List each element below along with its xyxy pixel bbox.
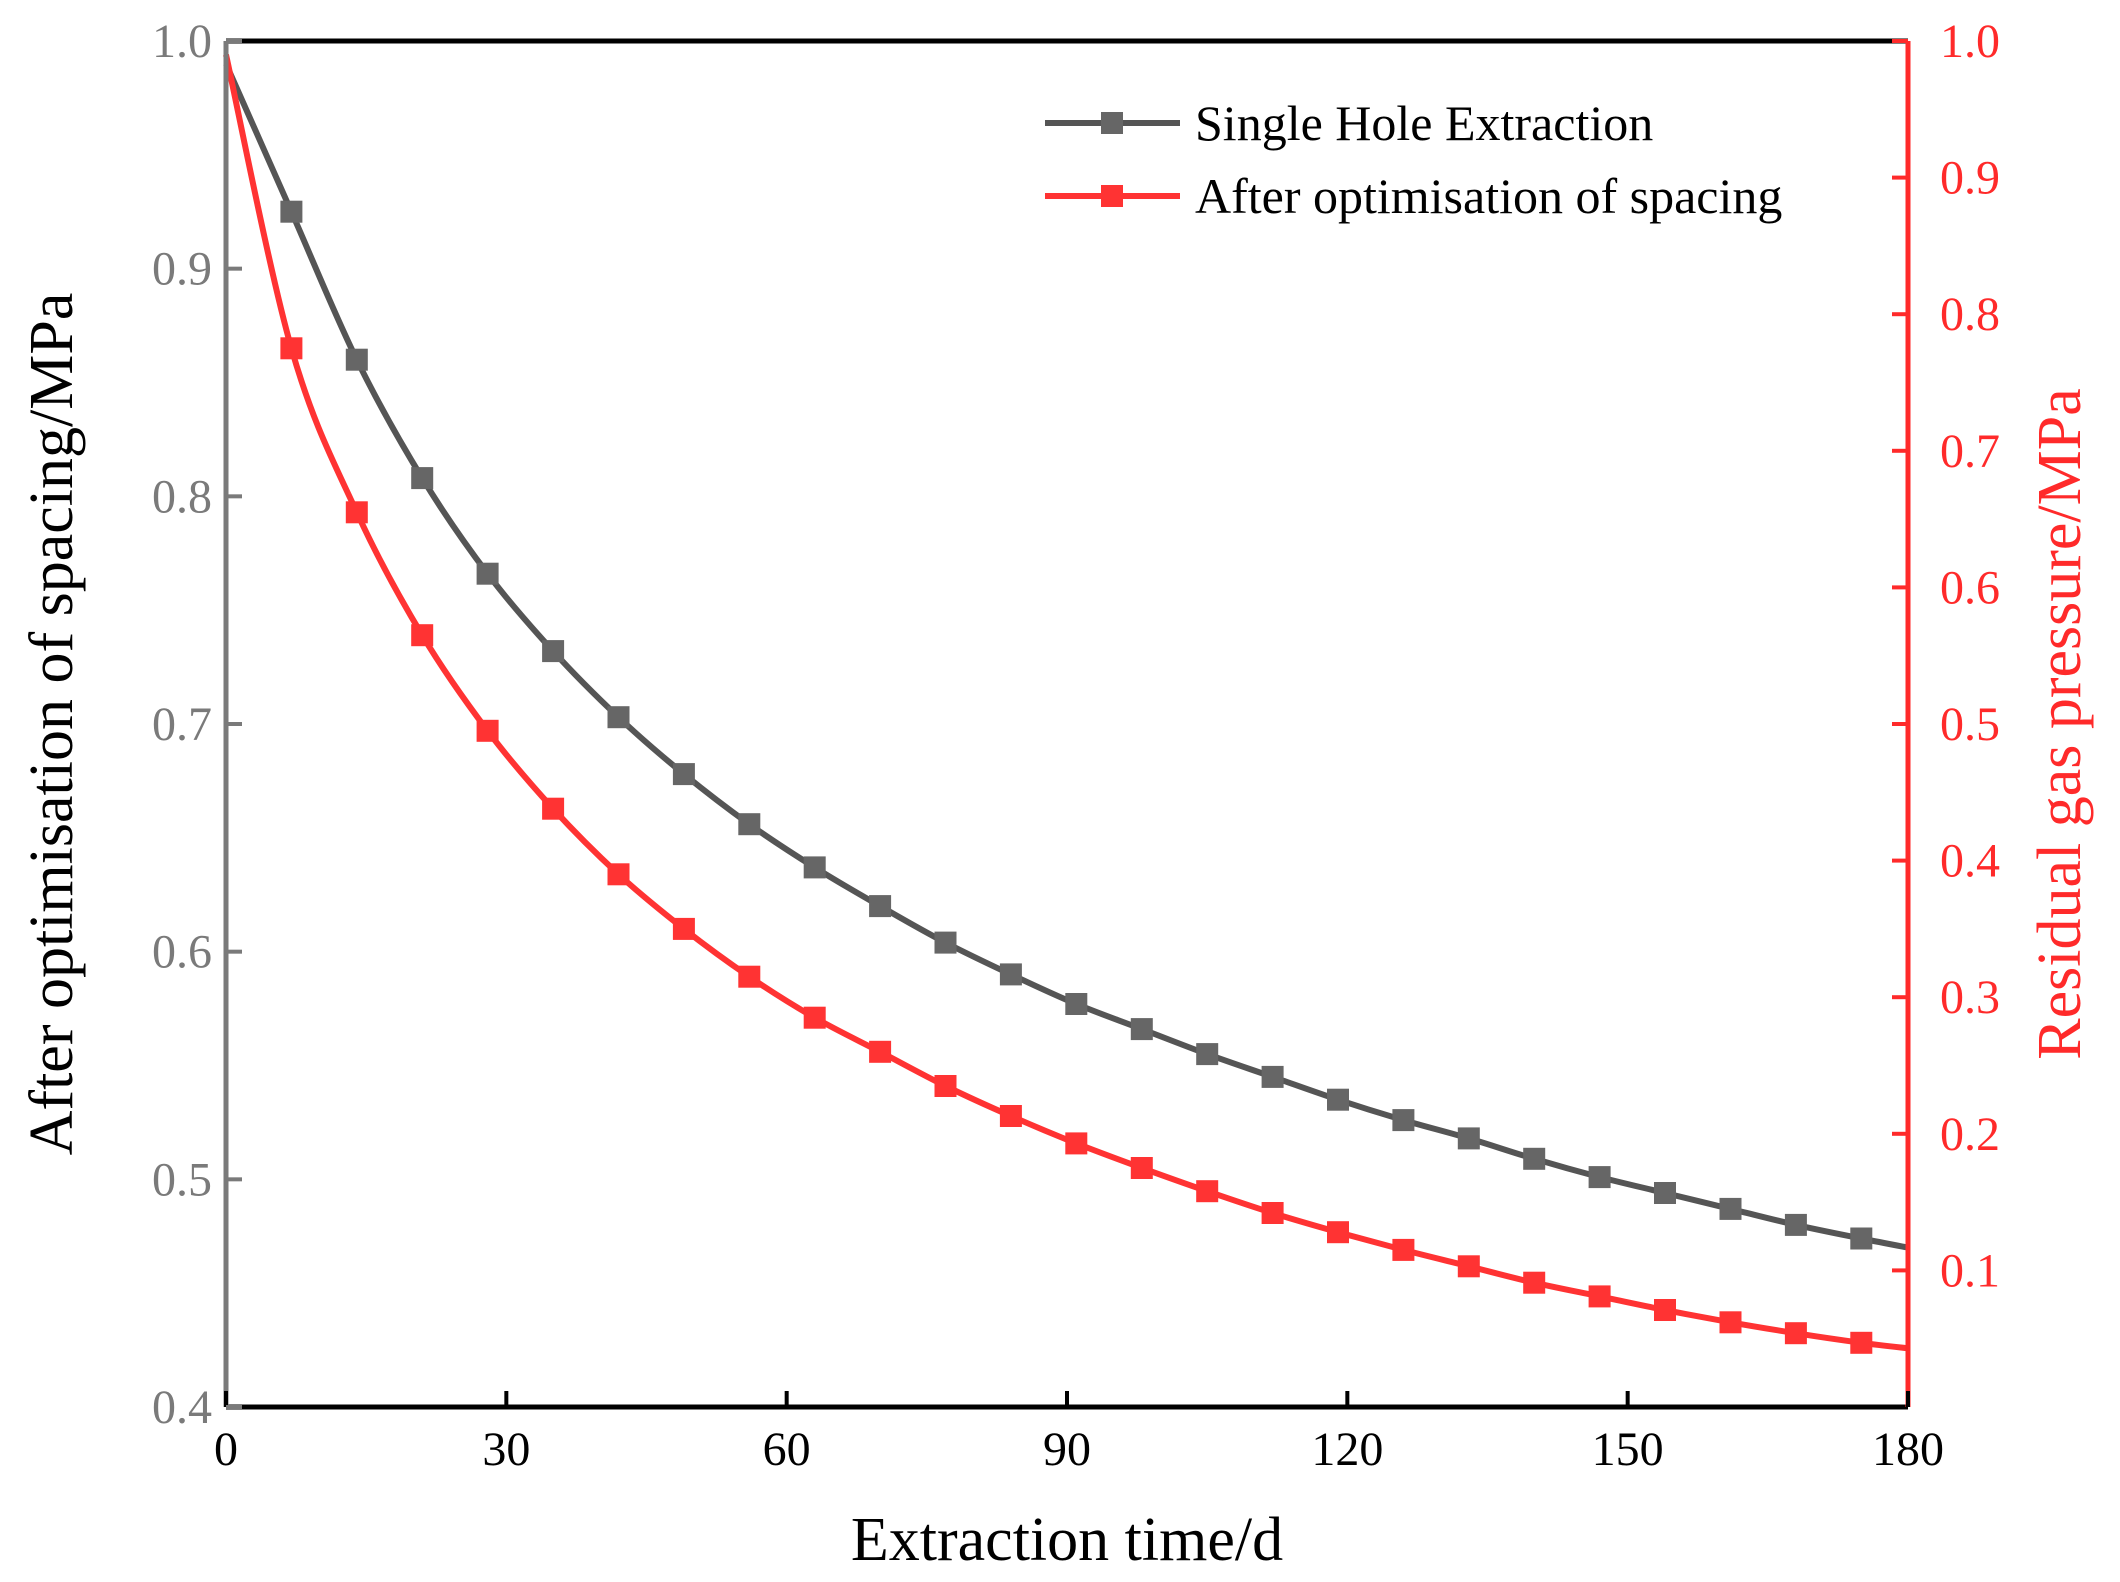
data-point-single-hole <box>1588 1166 1611 1189</box>
data-point-single-hole <box>1719 1197 1742 1220</box>
x-tick-label: 0 <box>214 1423 238 1476</box>
data-point-optimised-spacing <box>1588 1285 1611 1308</box>
data-point-single-hole <box>1130 1018 1153 1041</box>
left-y-tick-label: 0.8 <box>152 470 212 523</box>
legend-marker-optimised-spacing <box>1101 185 1123 207</box>
x-tick-label: 60 <box>763 1423 811 1476</box>
data-point-optimised-spacing <box>1850 1331 1873 1354</box>
data-point-single-hole <box>1327 1088 1349 1111</box>
data-point-single-hole <box>280 200 303 223</box>
legend: Single Hole Extraction After optimisatio… <box>1045 95 1782 224</box>
right-y-tick-label: 0.1 <box>1940 1244 2000 1297</box>
data-point-optimised-spacing <box>1784 1322 1807 1345</box>
data-point-optimised-spacing <box>345 501 368 524</box>
left-y-tick-label: 0.5 <box>152 1153 212 1206</box>
series-layer <box>223 54 1909 1354</box>
data-point-optimised-spacing <box>542 797 565 820</box>
data-point-optimised-spacing <box>738 965 761 988</box>
right-y-tick-label: 0.3 <box>1940 971 2000 1024</box>
data-point-single-hole <box>934 931 957 954</box>
right-y-axis-title: Residual gas pressure/MPa <box>2026 388 2094 1060</box>
data-point-single-hole <box>1784 1213 1807 1236</box>
data-point-single-hole <box>1392 1109 1415 1132</box>
left-y-tick-label: 0.7 <box>152 698 212 751</box>
x-tick-label: 30 <box>482 1423 530 1476</box>
data-point-single-hole <box>1654 1182 1676 1204</box>
data-point-optimised-spacing <box>672 917 695 940</box>
left-y-tick-label: 0.4 <box>152 1381 212 1434</box>
data-point-single-hole <box>803 856 826 879</box>
data-point-single-hole <box>1850 1227 1873 1250</box>
x-tick-label: 120 <box>1311 1423 1383 1476</box>
right-y-tick-label: 0.4 <box>1940 835 2000 888</box>
data-point-single-hole <box>1065 993 1088 1015</box>
data-point-optimised-spacing <box>999 1105 1022 1127</box>
legend-item-single-hole: Single Hole Extraction <box>1045 95 1653 151</box>
x-tick-label: 90 <box>1043 1423 1091 1476</box>
x-tick-label: 180 <box>1872 1423 1944 1476</box>
data-point-optimised-spacing <box>1327 1221 1349 1244</box>
data-point-single-hole <box>411 467 434 490</box>
data-point-optimised-spacing <box>934 1075 957 1097</box>
data-point-single-hole <box>1523 1147 1546 1170</box>
data-point-optimised-spacing <box>1065 1132 1088 1155</box>
data-point-optimised-spacing <box>1654 1299 1676 1321</box>
x-axis-title: Extraction time/d <box>851 1506 1283 1574</box>
data-point-single-hole <box>672 763 695 786</box>
data-point-single-hole <box>476 562 499 585</box>
x-tick-label: 150 <box>1592 1423 1664 1476</box>
right-y-tick-label: 0.9 <box>1940 152 2000 205</box>
right-y-tick-label: 0.6 <box>1940 561 2000 614</box>
data-point-optimised-spacing <box>1392 1238 1415 1261</box>
data-point-single-hole <box>345 348 368 371</box>
right-y-tick-label: 0.5 <box>1940 698 2000 751</box>
legend-label-single-hole: Single Hole Extraction <box>1195 95 1653 151</box>
left-y-tick-label: 0.9 <box>152 243 212 296</box>
data-point-single-hole <box>607 706 630 729</box>
data-point-single-hole <box>999 963 1022 986</box>
axis-layer: 0 30 60 90 120 150 180 0.4 0.5 0.6 0.7 0.8 0.9 1.0 0.1… <box>152 15 2000 1476</box>
right-y-tick-label: 0.8 <box>1940 288 2000 341</box>
right-y-tick-label: 0.7 <box>1940 425 2000 478</box>
legend-label-optimised-spacing: After optimisation of spacing <box>1195 168 1782 224</box>
data-point-single-hole <box>1457 1127 1480 1150</box>
left-y-tick-label: 0.6 <box>152 926 212 979</box>
right-y-tick-label: 1.0 <box>1940 15 2000 68</box>
data-point-single-hole <box>738 813 761 836</box>
data-point-optimised-spacing <box>476 719 499 742</box>
data-point-optimised-spacing <box>280 337 303 360</box>
data-point-optimised-spacing <box>1130 1157 1153 1179</box>
data-point-optimised-spacing <box>607 863 630 886</box>
data-point-optimised-spacing <box>1261 1202 1284 1224</box>
data-point-single-hole <box>1196 1043 1219 1066</box>
data-point-single-hole <box>869 895 892 918</box>
legend-item-optimised-spacing: After optimisation of spacing <box>1045 168 1782 224</box>
data-point-optimised-spacing <box>411 624 434 647</box>
data-point-optimised-spacing <box>1196 1180 1219 1203</box>
data-point-optimised-spacing <box>803 1006 826 1029</box>
data-point-optimised-spacing <box>1457 1255 1480 1278</box>
data-point-optimised-spacing <box>1523 1271 1546 1294</box>
left-y-tick-label: 1.0 <box>152 15 212 68</box>
data-point-single-hole <box>1261 1065 1284 1088</box>
left-y-axis-title: After optimisation of spacing/MPa <box>18 293 86 1156</box>
right-y-tick-label: 0.2 <box>1940 1108 2000 1161</box>
data-point-optimised-spacing <box>869 1040 892 1063</box>
data-point-single-hole <box>542 640 565 663</box>
legend-marker-single-hole <box>1101 112 1123 134</box>
data-point-optimised-spacing <box>1719 1311 1742 1334</box>
